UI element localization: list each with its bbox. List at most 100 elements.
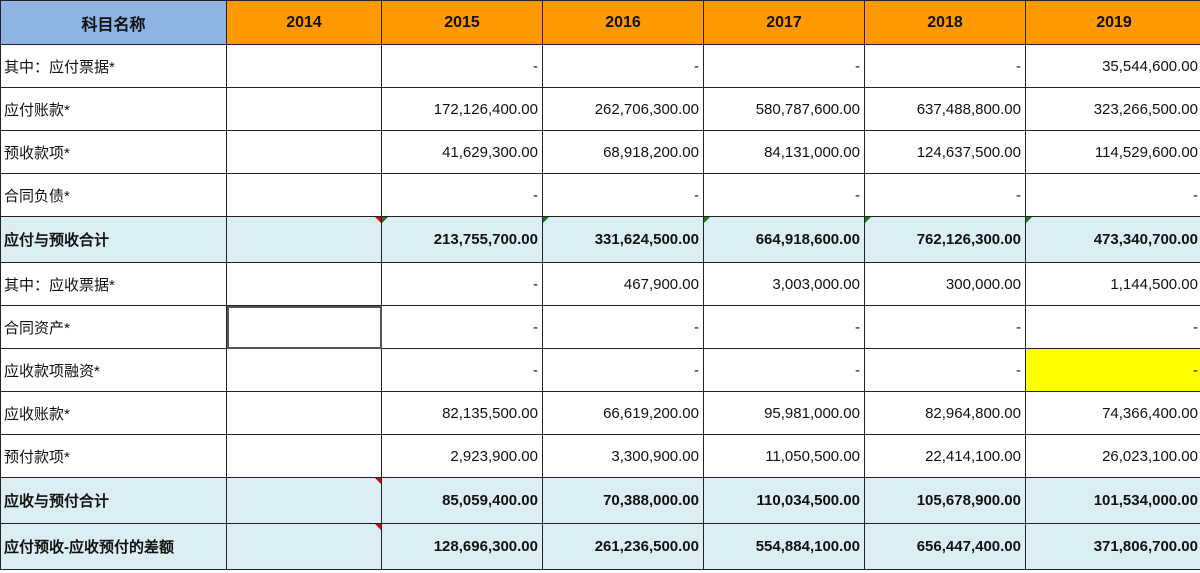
cell-2016[interactable]: - bbox=[542, 348, 704, 392]
cell-2019[interactable]: - bbox=[1025, 305, 1200, 349]
cell-2016[interactable]: 70,388,000.00 bbox=[542, 477, 704, 524]
cell-2016[interactable]: 262,706,300.00 bbox=[542, 87, 704, 131]
cell-2018[interactable]: - bbox=[864, 173, 1026, 217]
cell-2019[interactable]: 1,144,500.00 bbox=[1025, 262, 1200, 306]
cell-2018[interactable]: 82,964,800.00 bbox=[864, 391, 1026, 435]
table-row: 应收与预付合计 85,059,400.00 70,388,000.00 110,034… bbox=[0, 477, 1200, 524]
cell-2019[interactable]: - bbox=[1025, 348, 1200, 392]
cell-2018[interactable]: - bbox=[864, 305, 1026, 349]
row-label[interactable]: 应收与预付合计 bbox=[0, 477, 227, 524]
cell-2014[interactable] bbox=[226, 130, 382, 174]
cell-2015[interactable]: - bbox=[381, 173, 543, 217]
table-row: 应收款项融资* - - - - - bbox=[0, 348, 1200, 392]
cell-2014[interactable] bbox=[226, 305, 382, 349]
cell-2015[interactable]: 82,135,500.00 bbox=[381, 391, 543, 435]
row-label[interactable]: 应付账款* bbox=[0, 87, 227, 131]
cell-2019[interactable]: 473,340,700.00 bbox=[1025, 216, 1200, 263]
cell-2019[interactable]: - bbox=[1025, 173, 1200, 217]
cell-2017[interactable]: 84,131,000.00 bbox=[703, 130, 865, 174]
cell-2017[interactable]: 11,050,500.00 bbox=[703, 434, 865, 478]
cell-2014[interactable] bbox=[226, 434, 382, 478]
cell-2018[interactable]: 656,447,400.00 bbox=[864, 523, 1026, 570]
header-year-2015[interactable]: 2015 bbox=[381, 0, 543, 45]
cell-2016[interactable]: 261,236,500.00 bbox=[542, 523, 704, 570]
table-row: 合同资产* - - - - - bbox=[0, 305, 1200, 349]
row-label[interactable]: 应收款项融资* bbox=[0, 348, 227, 392]
cell-2018[interactable]: - bbox=[864, 44, 1026, 88]
cell-2018[interactable]: 105,678,900.00 bbox=[864, 477, 1026, 524]
cell-2017[interactable]: - bbox=[703, 173, 865, 217]
cell-2016[interactable]: 3,300,900.00 bbox=[542, 434, 704, 478]
cell-2018[interactable]: 300,000.00 bbox=[864, 262, 1026, 306]
cell-2014[interactable] bbox=[226, 391, 382, 435]
cell-2017[interactable]: 3,003,000.00 bbox=[703, 262, 865, 306]
cell-2019[interactable]: 101,534,000.00 bbox=[1025, 477, 1200, 524]
cell-2014[interactable] bbox=[226, 262, 382, 306]
cell-2018[interactable]: 762,126,300.00 bbox=[864, 216, 1026, 263]
cell-2017[interactable]: - bbox=[703, 44, 865, 88]
cell-2017[interactable]: 580,787,600.00 bbox=[703, 87, 865, 131]
cell-2019[interactable]: 114,529,600.00 bbox=[1025, 130, 1200, 174]
header-year-2018[interactable]: 2018 bbox=[864, 0, 1026, 45]
cell-2019[interactable]: 74,366,400.00 bbox=[1025, 391, 1200, 435]
cell-2019[interactable]: 323,266,500.00 bbox=[1025, 87, 1200, 131]
cell-2017[interactable]: 554,884,100.00 bbox=[703, 523, 865, 570]
cell-2014[interactable] bbox=[226, 216, 382, 263]
cell-2016[interactable]: 467,900.00 bbox=[542, 262, 704, 306]
cell-2016[interactable]: 68,918,200.00 bbox=[542, 130, 704, 174]
row-label[interactable]: 其中：应付票据* bbox=[0, 44, 227, 88]
cell-2017[interactable]: - bbox=[703, 305, 865, 349]
cell-2016[interactable]: 331,624,500.00 bbox=[542, 216, 704, 263]
cell-2016[interactable]: - bbox=[542, 305, 704, 349]
cell-2017[interactable]: 110,034,500.00 bbox=[703, 477, 865, 524]
row-label[interactable]: 预付款项* bbox=[0, 434, 227, 478]
cell-2014[interactable] bbox=[226, 523, 382, 570]
cell-2014[interactable] bbox=[226, 173, 382, 217]
cell-2015[interactable]: - bbox=[381, 44, 543, 88]
cell-2015[interactable]: 41,629,300.00 bbox=[381, 130, 543, 174]
row-label[interactable]: 合同资产* bbox=[0, 305, 227, 349]
cell-2015[interactable]: 128,696,300.00 bbox=[381, 523, 543, 570]
cell-2017[interactable]: - bbox=[703, 348, 865, 392]
row-label[interactable]: 应付与预收合计 bbox=[0, 216, 227, 263]
cell-2014[interactable] bbox=[226, 477, 382, 524]
table-row: 应收账款* 82,135,500.00 66,619,200.00 95,981,00… bbox=[0, 391, 1200, 435]
cell-2019[interactable]: 371,806,700.00 bbox=[1025, 523, 1200, 570]
cell-2014[interactable] bbox=[226, 87, 382, 131]
cell-2018[interactable]: 124,637,500.00 bbox=[864, 130, 1026, 174]
cell-2019[interactable]: 35,544,600.00 bbox=[1025, 44, 1200, 88]
cell-2018[interactable]: - bbox=[864, 348, 1026, 392]
row-label[interactable]: 其中：应收票据* bbox=[0, 262, 227, 306]
table-row: 预收款项* 41,629,300.00 68,918,200.00 84,131,00… bbox=[0, 130, 1200, 174]
row-label[interactable]: 应付预收-应收预付的差额 bbox=[0, 523, 227, 570]
cell-2014[interactable] bbox=[226, 44, 382, 88]
cell-2018[interactable]: 22,414,100.00 bbox=[864, 434, 1026, 478]
row-label[interactable]: 应收账款* bbox=[0, 391, 227, 435]
row-label[interactable]: 合同负债* bbox=[0, 173, 227, 217]
cell-2015[interactable]: - bbox=[381, 305, 543, 349]
cell-2014[interactable] bbox=[226, 348, 382, 392]
cell-2017[interactable]: 95,981,000.00 bbox=[703, 391, 865, 435]
cell-2015[interactable]: 85,059,400.00 bbox=[381, 477, 543, 524]
header-subject-name[interactable]: 科目名称 bbox=[0, 0, 227, 45]
cell-2016[interactable]: - bbox=[542, 173, 704, 217]
header-year-2017[interactable]: 2017 bbox=[703, 0, 865, 45]
table-row: 预付款项* 2,923,900.00 3,300,900.00 11,050,500.… bbox=[0, 434, 1200, 478]
table-row: 应付预收-应收预付的差额 128,696,300.00 261,236,500.00… bbox=[0, 523, 1200, 570]
cell-2017[interactable]: 664,918,600.00 bbox=[703, 216, 865, 263]
cell-2015[interactable]: - bbox=[381, 348, 543, 392]
cell-2016[interactable]: 66,619,200.00 bbox=[542, 391, 704, 435]
cell-2016[interactable]: - bbox=[542, 44, 704, 88]
header-year-2019[interactable]: 2019 bbox=[1025, 0, 1200, 45]
cell-2019[interactable]: 26,023,100.00 bbox=[1025, 434, 1200, 478]
header-row: 科目名称 2014 2015 2016 2017 2018 2019 bbox=[0, 0, 1200, 45]
cell-2015[interactable]: 213,755,700.00 bbox=[381, 216, 543, 263]
cell-2015[interactable]: 172,126,400.00 bbox=[381, 87, 543, 131]
cell-2018[interactable]: 637,488,800.00 bbox=[864, 87, 1026, 131]
row-label[interactable]: 预收款项* bbox=[0, 130, 227, 174]
header-year-2016[interactable]: 2016 bbox=[542, 0, 704, 45]
cell-2015[interactable]: - bbox=[381, 262, 543, 306]
cell-2015[interactable]: 2,923,900.00 bbox=[381, 434, 543, 478]
header-year-2014[interactable]: 2014 bbox=[226, 0, 382, 45]
